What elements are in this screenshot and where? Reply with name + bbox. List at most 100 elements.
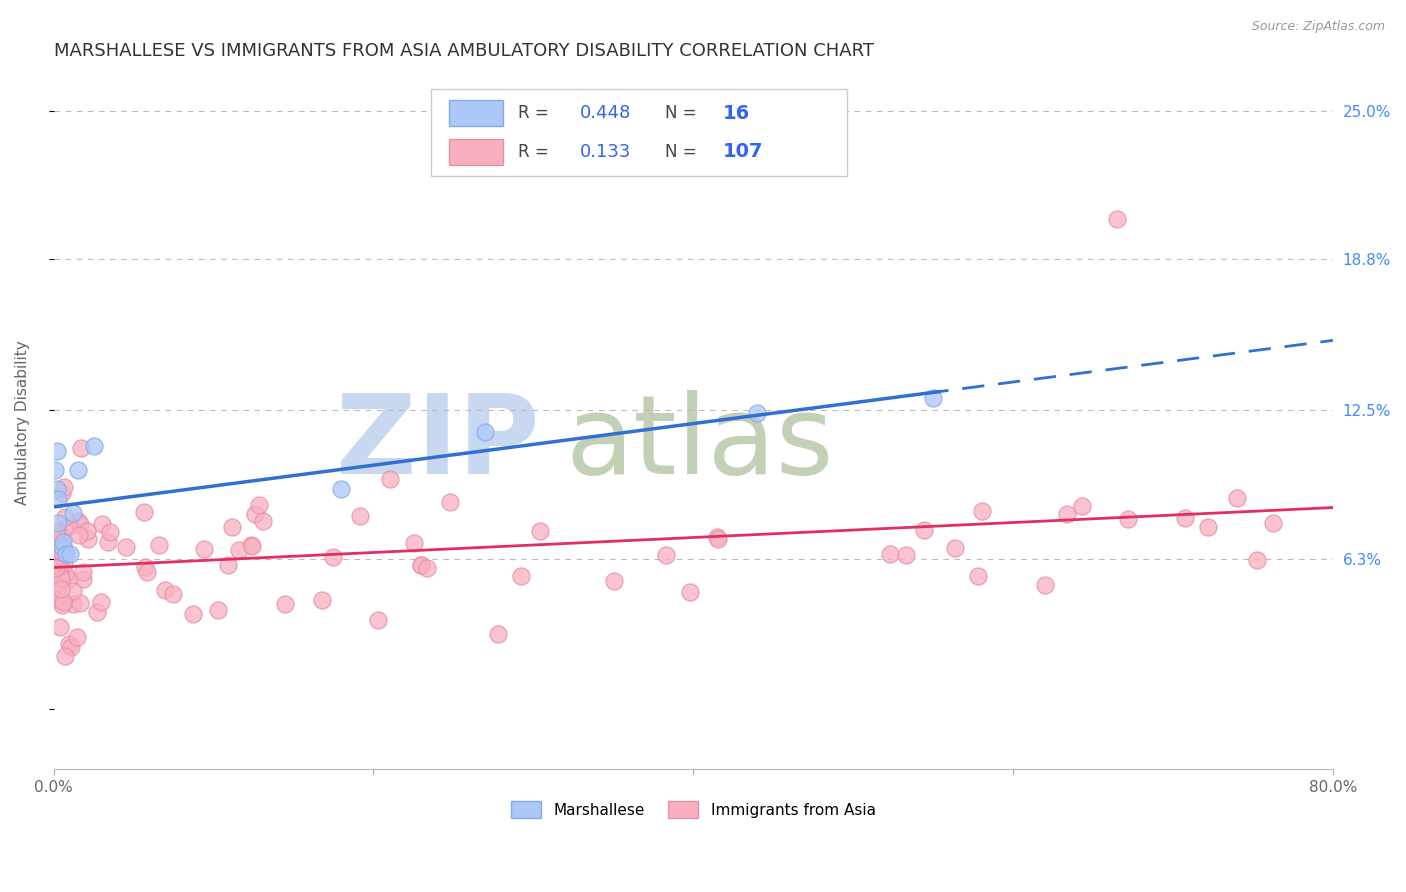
Point [45,546,67,560]
Point [1116,512,1139,526]
Y-axis label: Ambulatory Disability: Ambulatory Disability [15,340,30,505]
Text: R =: R = [517,143,560,161]
Point [58,519,80,533]
Point [44,591,66,606]
Point [53,648,76,663]
Point [52,539,75,553]
Point [90,595,112,609]
Point [1033,578,1056,592]
Point [51,486,73,500]
Point [52,535,75,549]
Point [367,613,389,627]
Point [181,607,204,622]
Point [404,536,426,550]
Point [912,524,935,538]
Point [53,557,76,571]
Point [59,640,82,654]
Point [510,569,533,583]
Point [747,406,769,420]
Point [655,548,678,562]
Point [1056,507,1078,521]
Point [76,524,98,538]
Point [48,568,70,582]
Text: ZIP: ZIP [336,390,540,497]
Point [53,545,76,559]
Point [49,571,72,585]
Point [51,598,73,612]
Point [439,495,461,509]
Point [330,483,353,497]
Point [411,558,433,572]
Point [53,567,76,582]
Point [44,463,66,477]
Point [96,534,118,549]
Point [58,573,80,587]
Point [274,597,297,611]
Point [322,549,344,564]
Point [45,533,67,548]
Point [44,592,66,607]
Text: MARSHALLESE VS IMMIGRANTS FROM ASIA AMBULATORY DISABILITY CORRELATION CHART: MARSHALLESE VS IMMIGRANTS FROM ASIA AMBU… [53,42,873,60]
Point [53,545,76,559]
Point [49,559,72,574]
Point [59,547,82,561]
Point [155,582,177,597]
Text: N =: N = [665,104,702,122]
Point [247,498,270,512]
Bar [449,101,502,127]
Point [1070,499,1092,513]
Point [679,585,702,599]
Point [243,508,266,522]
Text: 0.448: 0.448 [579,104,631,122]
Point [69,441,91,455]
Point [45,525,67,540]
Legend: Marshallese, Immigrants from Asia: Marshallese, Immigrants from Asia [505,796,882,824]
Point [90,516,112,531]
Point [51,545,73,559]
Point [77,533,100,547]
Text: 0.133: 0.133 [579,143,631,161]
Point [55,547,77,561]
Point [486,627,509,641]
Point [529,524,551,538]
Point [970,504,993,518]
Point [707,532,730,546]
Text: N =: N = [665,143,702,161]
Point [134,559,156,574]
Point [252,515,274,529]
Point [1263,516,1285,530]
Point [48,575,70,590]
Point [44,558,66,572]
Point [221,519,243,533]
Point [66,631,89,645]
Point [207,603,229,617]
Bar [449,138,502,164]
Point [474,425,496,439]
Point [115,541,138,555]
Point [217,558,239,572]
Point [72,572,94,586]
Point [706,530,728,544]
Point [240,539,263,553]
Point [62,584,84,599]
Point [967,569,990,583]
Point [136,565,159,579]
Point [240,538,263,552]
Point [86,605,108,619]
Point [415,561,437,575]
Point [51,540,73,554]
Point [228,543,250,558]
Point [98,525,121,540]
Text: Source: ZipAtlas.com: Source: ZipAtlas.com [1251,20,1385,33]
Point [380,472,402,486]
Point [66,514,89,528]
Point [148,538,170,552]
Point [603,574,626,589]
Point [53,480,76,494]
Point [44,561,66,575]
Point [48,558,70,573]
Point [83,439,105,453]
Point [58,637,80,651]
Point [193,542,215,557]
Point [45,444,67,458]
